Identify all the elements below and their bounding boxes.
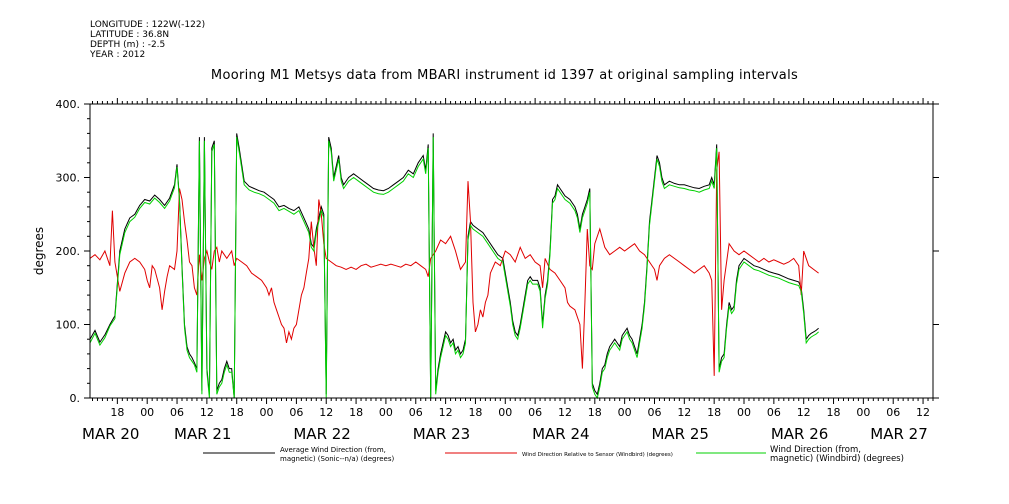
x-tick-label: 18: [230, 406, 244, 419]
x-tick-label: 12: [677, 406, 691, 419]
legend-label-3: Wind Direction (from,: [770, 445, 861, 455]
x-tick-label: 06: [528, 406, 542, 419]
series-layer: [89, 133, 819, 400]
x-tick-label: 12: [797, 406, 811, 419]
x-tick-label: 00: [140, 406, 154, 419]
axes-layer: 0. 100. 200. 300. 400. 18 00 06 12 18 00 06 12 18 00 06…: [56, 98, 939, 443]
x-tick-label: 18: [349, 406, 363, 419]
legend: Average Wind Direction (from,magnetic) (…: [203, 445, 904, 464]
legend-label-2: Wind Direction Relative to Sensor (Windb…: [522, 452, 673, 458]
legend-label-1: magnetic) (Sonic--n/a) (degrees): [280, 455, 394, 463]
x-tick-label: 12: [319, 406, 333, 419]
y-tick-label: 200.: [56, 245, 81, 258]
x-tick-label: 00: [260, 406, 274, 419]
year-label: YEAR : 2012: [90, 50, 146, 60]
metadata-block: LONGITUDE : 122W(-122) LATITUDE : 36.8N …: [90, 20, 205, 60]
x-tick-label: 06: [886, 406, 900, 419]
x-tick-label: 12: [916, 406, 930, 419]
x-date-label: MAR 25: [651, 425, 708, 443]
x-tick-label: 06: [647, 406, 661, 419]
x-tick-label: 12: [558, 406, 572, 419]
x-tick-label: 00: [856, 406, 870, 419]
x-tick-label: 12: [200, 406, 214, 419]
chart-title: Mooring M1 Metsys data from MBARI instru…: [210, 68, 799, 83]
latitude-label: LATITUDE : 36.8N: [90, 30, 170, 40]
x-date-label: MAR 20: [82, 425, 139, 443]
x-tick-label: 18: [588, 406, 602, 419]
x-date-label: MAR 23: [413, 425, 470, 443]
x-date-label: MAR 22: [293, 425, 350, 443]
y-axis-label: degrees: [32, 227, 46, 275]
y-tick-label: 400.: [56, 98, 81, 111]
y-tick-label: 300.: [56, 172, 81, 185]
x-tick-label: 18: [827, 406, 841, 419]
x-tick-label: 18: [110, 406, 124, 419]
x-tick-label: 06: [170, 406, 184, 419]
depth-label: DEPTH (m) : -2.5: [90, 40, 166, 50]
series-line-2: [89, 151, 819, 376]
x-tick-label: 06: [409, 406, 423, 419]
x-tick-label: 00: [737, 406, 751, 419]
x-tick-label: 00: [618, 406, 632, 419]
legend-label-3: magnetic) (Windbird) (degrees): [770, 454, 904, 464]
x-date-label: MAR 27: [870, 425, 927, 443]
x-date-label: MAR 24: [532, 425, 589, 443]
y-tick-label: 0.: [70, 392, 81, 405]
x-tick-label: 06: [289, 406, 303, 419]
x-tick-label: 06: [767, 406, 781, 419]
longitude-label: LONGITUDE : 122W(-122): [90, 20, 206, 30]
series-line-3: [89, 137, 819, 400]
y-tick-label: 100.: [56, 319, 81, 332]
series-line-1: [89, 133, 819, 399]
x-date-label: MAR 21: [174, 425, 231, 443]
legend-label-1: Average Wind Direction (from,: [280, 446, 386, 454]
x-date-label: MAR 26: [771, 425, 828, 443]
x-tick-label: 00: [379, 406, 393, 419]
x-tick-label: 00: [498, 406, 512, 419]
x-tick-label: 12: [439, 406, 453, 419]
x-tick-label: 18: [707, 406, 721, 419]
x-tick-label: 18: [468, 406, 482, 419]
